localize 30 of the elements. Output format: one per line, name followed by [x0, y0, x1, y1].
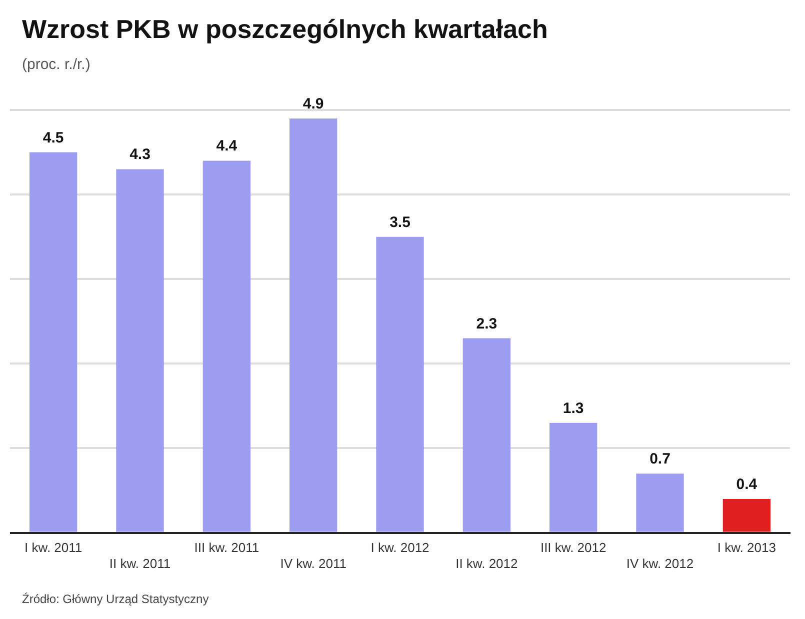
x-tick-label: III kw. 2012 — [540, 540, 606, 556]
x-tick-label: IV kw. 2011 — [280, 556, 346, 571]
bar — [636, 474, 684, 532]
bar — [202, 160, 250, 532]
bar — [376, 236, 424, 532]
bar — [722, 498, 770, 532]
bar — [116, 169, 164, 532]
x-tick-label: III kw. 2011 — [194, 540, 260, 556]
data-label: 4.3 — [130, 146, 150, 164]
chart-subtitle: (proc. r./r.) — [22, 56, 90, 73]
data-label: 4.9 — [302, 95, 324, 112]
data-label: 1.3 — [562, 400, 584, 417]
data-label: 0.4 — [736, 476, 758, 493]
bar — [550, 422, 598, 532]
x-tick-label: I kw. 2012 — [370, 540, 430, 556]
chart-title: Wzrost PKB w poszczególnych kwartałach — [22, 14, 548, 45]
data-label: 4.5 — [42, 129, 64, 146]
bar — [290, 118, 338, 532]
text: Źródło: Główny Urząd Statystyczny — [22, 592, 209, 606]
x-tick-label: I kw. 2011 — [24, 540, 82, 556]
data-label: 0.7 — [650, 450, 670, 468]
x-tick-label: II kw. 2012 — [456, 556, 518, 571]
data-label: 3.5 — [390, 214, 410, 231]
data-label: 4.4 — [216, 138, 238, 155]
data-label: 2.3 — [476, 315, 498, 332]
bar — [30, 152, 78, 532]
bar — [462, 338, 510, 532]
x-tick-label: II kw. 2011 — [109, 556, 171, 571]
x-tick-label: I kw. 2013 — [717, 540, 776, 556]
x-tick-label: IV kw. 2012 — [626, 556, 694, 571]
